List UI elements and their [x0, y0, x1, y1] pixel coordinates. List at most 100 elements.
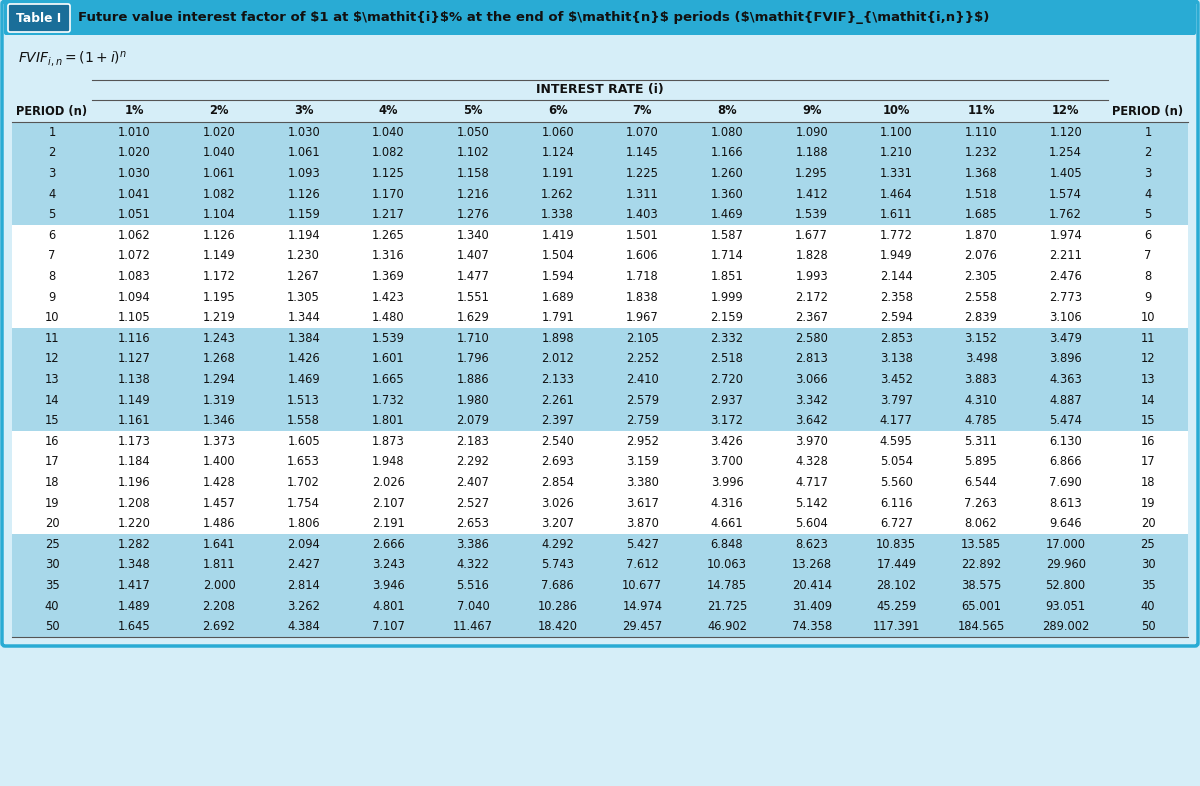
Text: 3.386: 3.386 [456, 538, 490, 551]
Text: 1.403: 1.403 [626, 208, 659, 221]
Bar [12, 307, 1188, 328]
Text: 1.574: 1.574 [1049, 188, 1082, 200]
Text: 12: 12 [44, 352, 59, 365]
Text: 2.666: 2.666 [372, 538, 404, 551]
Text: 7.040: 7.040 [457, 600, 490, 612]
Text: 2.208: 2.208 [203, 600, 235, 612]
Text: 93.051: 93.051 [1045, 600, 1086, 612]
Text: 10.286: 10.286 [538, 600, 577, 612]
Text: 2.937: 2.937 [710, 394, 744, 406]
Text: 2.261: 2.261 [541, 394, 574, 406]
Text: 5.895: 5.895 [965, 455, 997, 468]
Text: 35: 35 [44, 579, 59, 592]
Text: 1.262: 1.262 [541, 188, 574, 200]
Text: 289.002: 289.002 [1042, 620, 1090, 634]
Text: 4.177: 4.177 [880, 414, 913, 428]
Bar [12, 596, 1188, 616]
Text: 1.796: 1.796 [457, 352, 490, 365]
Text: 2.367: 2.367 [796, 311, 828, 324]
Text: 11%: 11% [967, 105, 995, 117]
Text: 7%: 7% [632, 105, 652, 117]
Text: 3.172: 3.172 [710, 414, 744, 428]
Text: 1.606: 1.606 [626, 249, 659, 263]
Text: 4.661: 4.661 [710, 517, 743, 531]
Bar [12, 184, 1188, 204]
Text: 1.331: 1.331 [880, 167, 913, 180]
Text: 2.133: 2.133 [541, 373, 574, 386]
Text: 13.585: 13.585 [961, 538, 1001, 551]
Text: 3: 3 [48, 167, 55, 180]
Bar [12, 245, 1188, 266]
Bar [12, 369, 1188, 390]
Text: 1.265: 1.265 [372, 229, 404, 242]
Text: 3.479: 3.479 [1049, 332, 1082, 345]
Text: 5: 5 [48, 208, 55, 221]
Text: 28.102: 28.102 [876, 579, 917, 592]
Text: 4: 4 [1145, 188, 1152, 200]
Text: 4.322: 4.322 [456, 558, 490, 571]
Text: 3: 3 [1145, 167, 1152, 180]
Text: 6.544: 6.544 [965, 476, 997, 489]
Text: 1.811: 1.811 [203, 558, 235, 571]
Text: 2.580: 2.580 [796, 332, 828, 345]
Text: 10: 10 [44, 311, 59, 324]
Text: 1.501: 1.501 [626, 229, 659, 242]
Text: 2.476: 2.476 [1049, 270, 1082, 283]
Text: 7: 7 [48, 249, 55, 263]
Text: 1.124: 1.124 [541, 146, 574, 160]
Text: 1.605: 1.605 [287, 435, 320, 448]
Text: 22.892: 22.892 [961, 558, 1001, 571]
Text: 2.540: 2.540 [541, 435, 574, 448]
Text: 9: 9 [1145, 291, 1152, 303]
Text: 1.689: 1.689 [541, 291, 574, 303]
Text: 5.474: 5.474 [1049, 414, 1082, 428]
Text: 2.952: 2.952 [626, 435, 659, 448]
Text: 6.727: 6.727 [880, 517, 913, 531]
Text: 2.172: 2.172 [796, 291, 828, 303]
Text: 3.159: 3.159 [626, 455, 659, 468]
Text: 8: 8 [1145, 270, 1152, 283]
Text: 2.292: 2.292 [456, 455, 490, 468]
Text: 7.107: 7.107 [372, 620, 404, 634]
Text: 4: 4 [48, 188, 55, 200]
Text: 14.785: 14.785 [707, 579, 748, 592]
Text: 6.116: 6.116 [880, 497, 913, 509]
Text: 1.457: 1.457 [203, 497, 235, 509]
Text: 7.686: 7.686 [541, 579, 574, 592]
Text: 1.539: 1.539 [372, 332, 404, 345]
Text: 10.677: 10.677 [623, 579, 662, 592]
Text: 1.126: 1.126 [287, 188, 320, 200]
Text: 2.094: 2.094 [287, 538, 320, 551]
Text: 1.754: 1.754 [287, 497, 320, 509]
Text: 7.263: 7.263 [965, 497, 997, 509]
Text: 3%: 3% [294, 105, 313, 117]
Text: 3.426: 3.426 [710, 435, 744, 448]
Text: 1.587: 1.587 [710, 229, 744, 242]
Text: 5.054: 5.054 [880, 455, 913, 468]
Text: 1.149: 1.149 [203, 249, 235, 263]
Text: 2.183: 2.183 [456, 435, 490, 448]
Bar [12, 349, 1188, 369]
Text: 1.423: 1.423 [372, 291, 404, 303]
Text: 2.853: 2.853 [880, 332, 913, 345]
Text: 1.217: 1.217 [372, 208, 404, 221]
Text: 2.358: 2.358 [880, 291, 913, 303]
Text: 1.260: 1.260 [710, 167, 743, 180]
Text: 1.196: 1.196 [118, 476, 151, 489]
Text: 40: 40 [44, 600, 59, 612]
Text: 2.191: 2.191 [372, 517, 404, 531]
Text: 1.188: 1.188 [796, 146, 828, 160]
Text: 6: 6 [48, 229, 55, 242]
Text: 4.328: 4.328 [796, 455, 828, 468]
Text: 15: 15 [1141, 414, 1156, 428]
Text: 3.262: 3.262 [287, 600, 320, 612]
Text: 1.194: 1.194 [287, 229, 320, 242]
Text: 1.208: 1.208 [118, 497, 151, 509]
Text: 1.316: 1.316 [372, 249, 404, 263]
Text: 6: 6 [1145, 229, 1152, 242]
Text: 11.467: 11.467 [454, 620, 493, 634]
Text: 1.060: 1.060 [541, 126, 574, 139]
Text: 1.870: 1.870 [965, 229, 997, 242]
Text: 7.690: 7.690 [1049, 476, 1082, 489]
Text: 1.267: 1.267 [287, 270, 320, 283]
